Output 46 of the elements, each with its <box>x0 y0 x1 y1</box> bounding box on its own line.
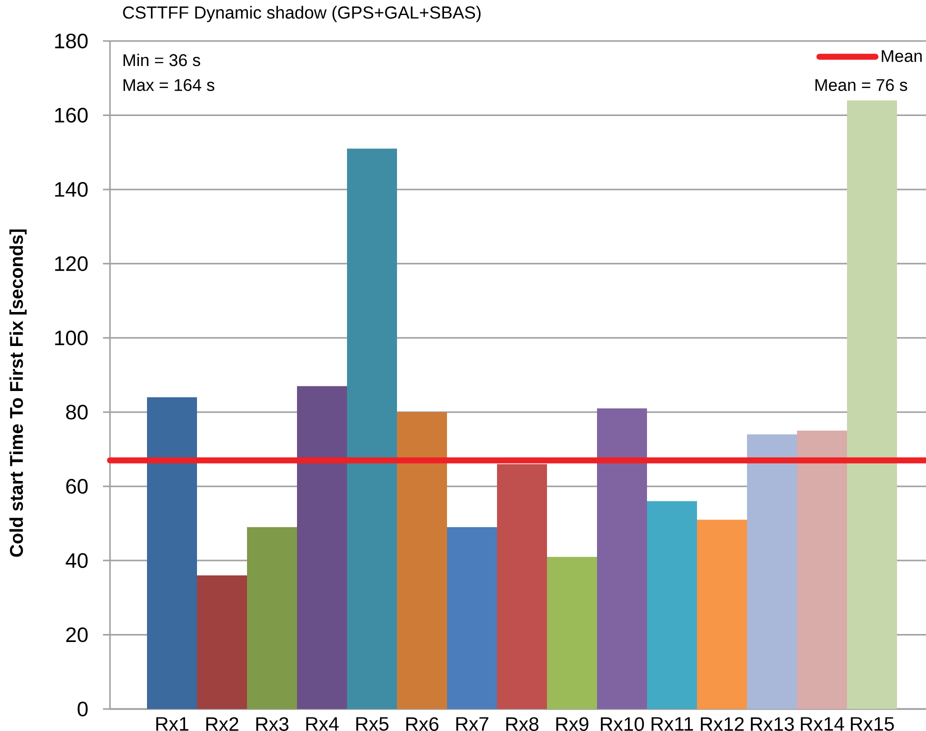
y-axis-title: Cold start Time To First Fix [seconds] <box>9 229 27 557</box>
y-tick-label: 140 <box>55 182 88 197</box>
annotation: Max = 164 s <box>124 79 214 92</box>
bar <box>297 386 348 709</box>
x-tick-label: Rx11 <box>652 717 694 731</box>
y-tick-label: 60 <box>66 478 88 494</box>
bar <box>197 575 247 709</box>
x-tick-label: Rx5 <box>356 717 388 731</box>
y-tick-label: 160 <box>55 108 88 123</box>
legend-label: Mean <box>882 50 922 62</box>
x-tick-label: Rx9 <box>556 717 588 731</box>
annotation: Min = 36 s <box>124 54 200 66</box>
bar <box>447 527 498 709</box>
x-tick-label: Rx2 <box>206 717 238 731</box>
x-tick-label: Rx14 <box>800 717 844 731</box>
y-tick-label: 40 <box>66 553 88 568</box>
y-tick-label: 120 <box>55 256 88 272</box>
annotation: Mean = 76 s <box>815 79 908 92</box>
chart-title: CSTTFF Dynamic shadow (GPS+GAL+SBAS) <box>123 6 481 22</box>
bar <box>797 430 848 709</box>
x-tick-label: Rx4 <box>306 717 339 731</box>
y-tick-label: 0 <box>78 702 88 716</box>
y-tick-label: 180 <box>55 34 88 48</box>
x-tick-label: Rx10 <box>600 717 644 731</box>
bar <box>847 100 898 709</box>
bar <box>747 434 798 709</box>
x-tick-label: Rx13 <box>750 717 794 731</box>
bar <box>147 397 197 709</box>
x-tick-label: Rx7 <box>456 717 488 731</box>
y-tick-label: 100 <box>55 330 88 346</box>
x-tick-label: Rx8 <box>506 717 538 731</box>
x-tick-label: Rx15 <box>850 717 894 731</box>
bar <box>497 464 548 709</box>
x-tick-label: Rx3 <box>256 717 288 731</box>
x-tick-label: Rx12 <box>700 717 744 731</box>
bar <box>347 148 398 709</box>
bar <box>247 527 297 709</box>
bar <box>397 412 448 709</box>
y-tick-label: 20 <box>66 627 88 642</box>
y-tick-label: 80 <box>66 404 88 420</box>
bar <box>597 408 648 709</box>
bar <box>647 501 698 709</box>
bar <box>547 556 598 709</box>
bar <box>697 520 748 709</box>
x-tick-label: Rx1 <box>156 717 188 731</box>
x-tick-label: Rx6 <box>406 717 438 731</box>
